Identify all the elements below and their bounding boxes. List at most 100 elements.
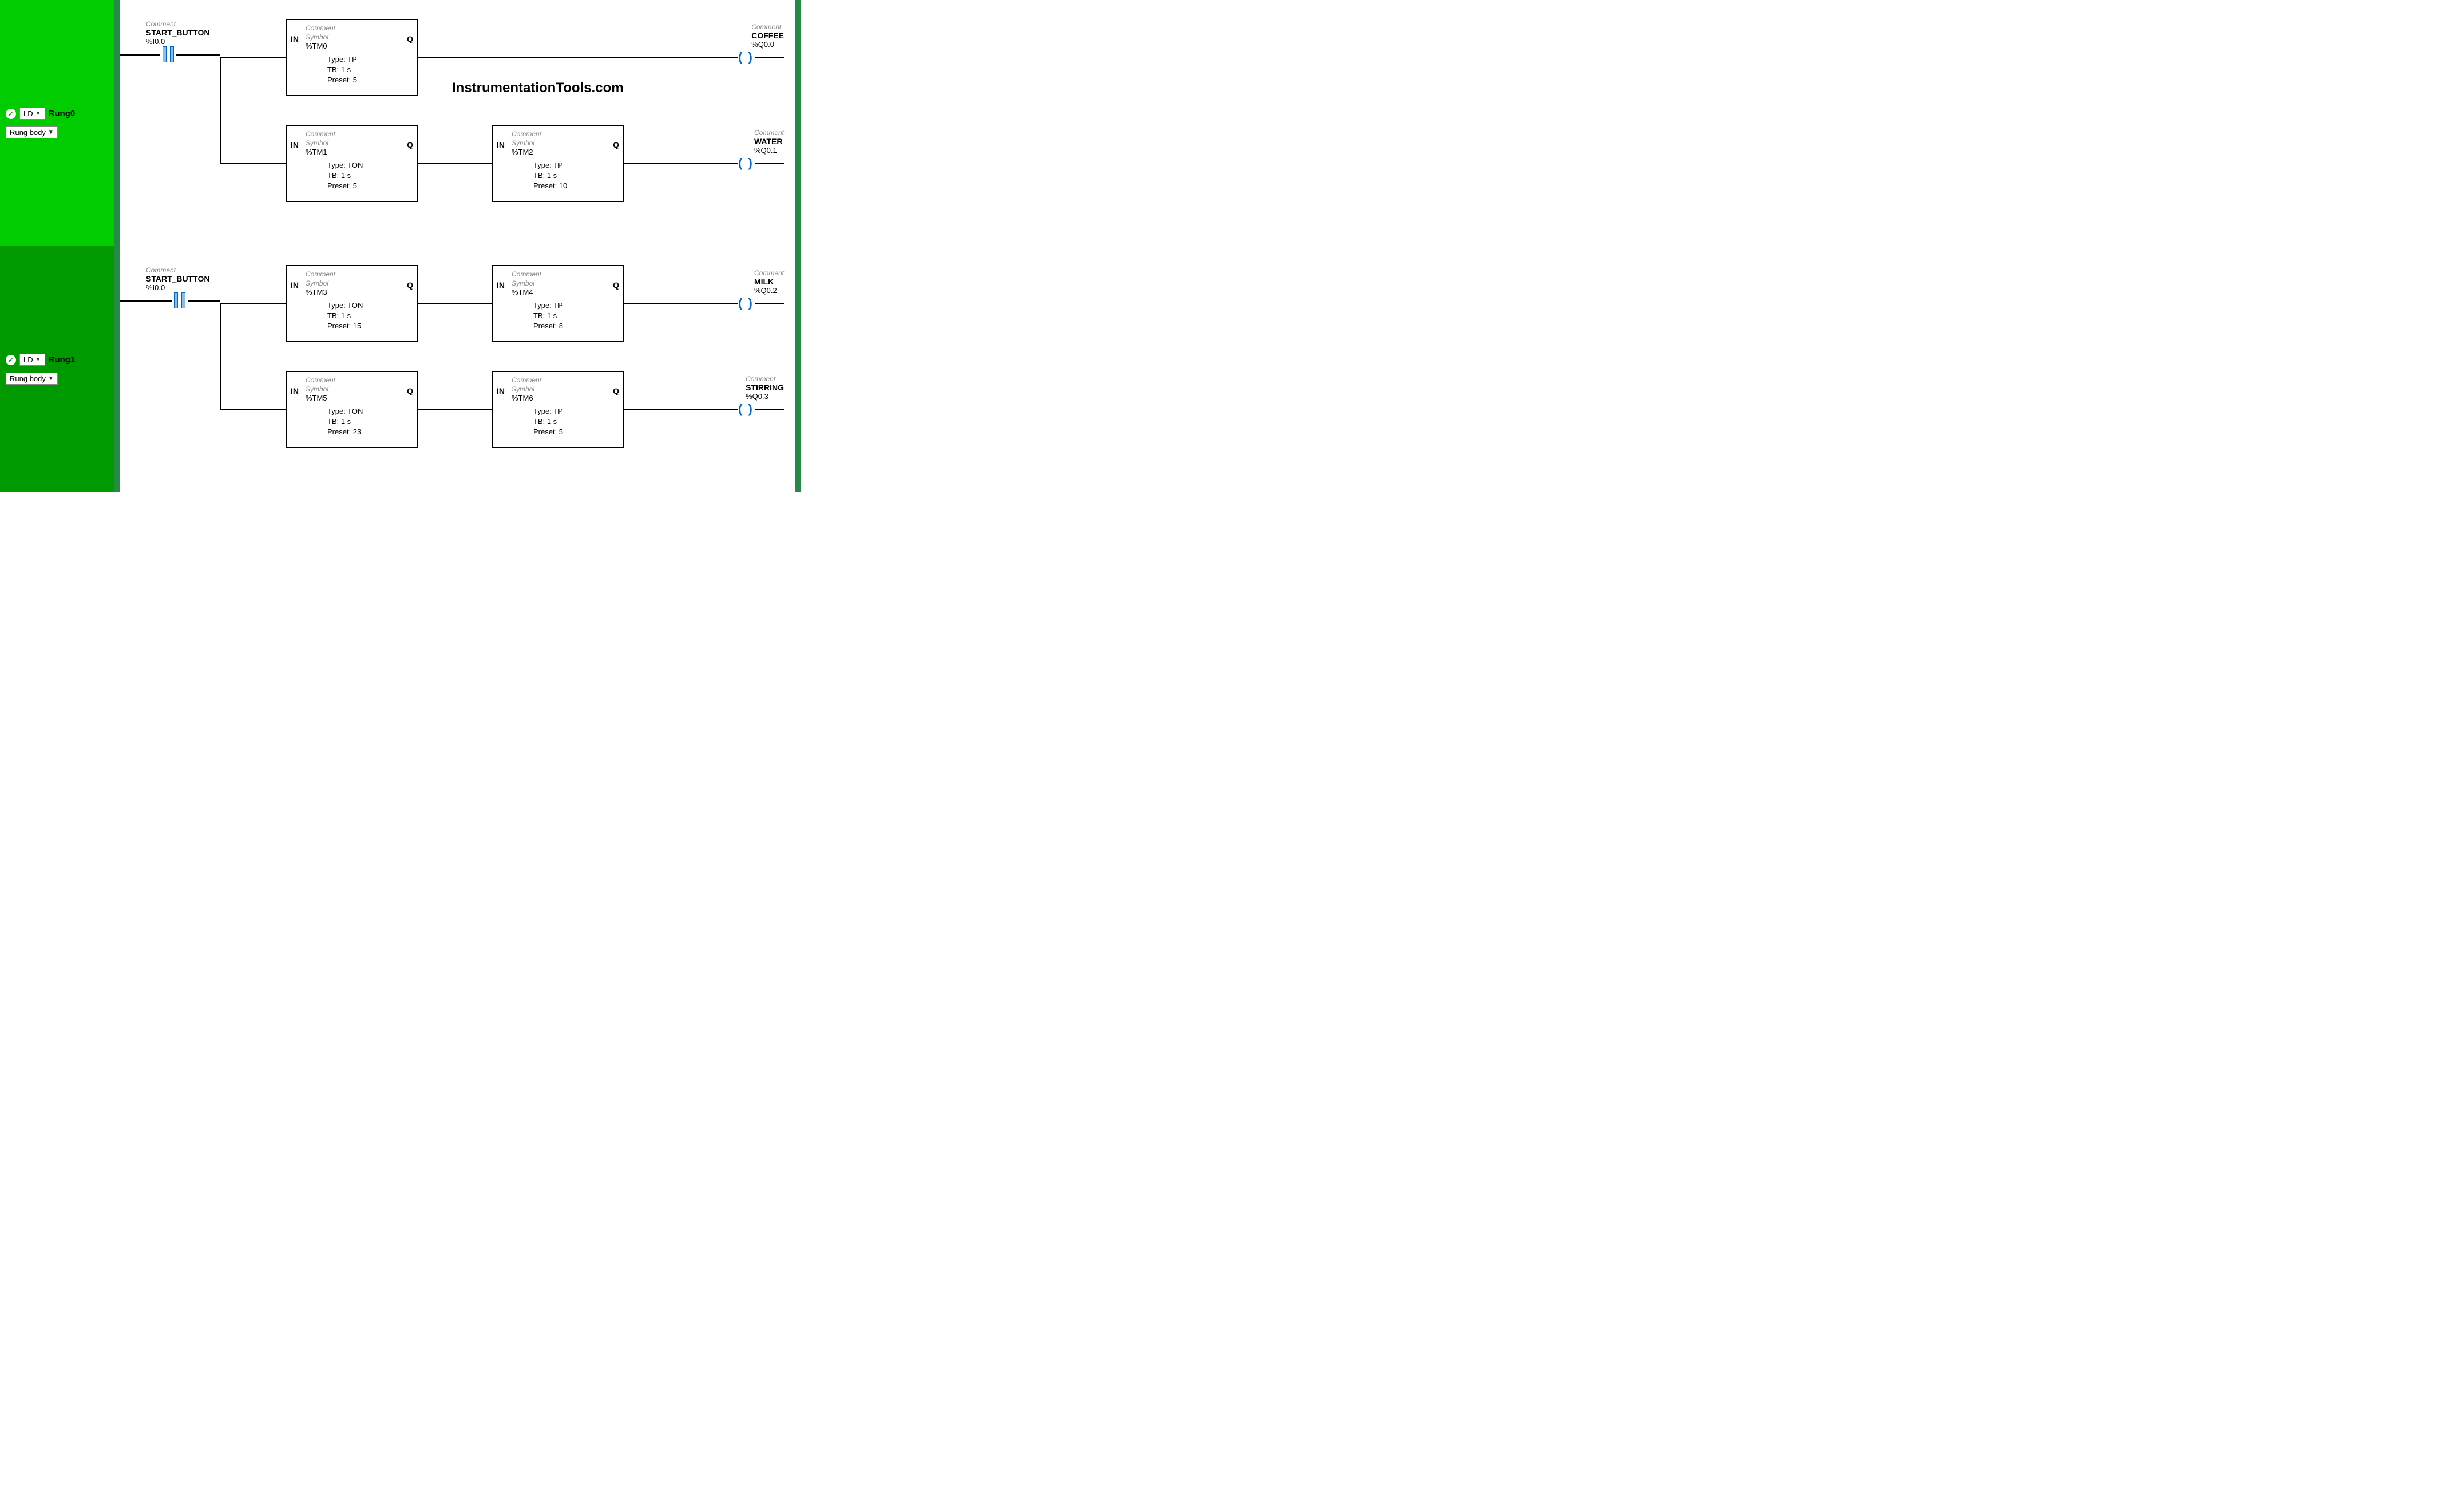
timer-block[interactable]: INQCommentSymbol%TM1Type: TONTB: 1 sPres…	[286, 125, 418, 202]
timer-params: Type: TPTB: 1 sPreset: 5	[327, 54, 357, 85]
comment-placeholder: Comment	[306, 129, 399, 138]
check-icon: ✓	[6, 109, 16, 119]
output-coil[interactable]: ( )	[738, 156, 754, 171]
right-power-rail	[795, 0, 801, 492]
in-pin: IN	[497, 280, 505, 290]
coil-address: %Q0.3	[746, 392, 768, 401]
contact-address: %I0.0	[146, 37, 209, 46]
wire	[220, 57, 286, 58]
timer-address: %TM5	[306, 394, 399, 403]
q-pin: Q	[407, 386, 413, 395]
rung0-area[interactable]: CommentSTART_BUTTON%I0.0INQCommentSymbol…	[120, 0, 795, 246]
timer-address: %TM0	[306, 42, 399, 51]
in-pin: IN	[291, 140, 299, 149]
rung1-name: Rung1	[49, 355, 76, 365]
timer-address: %TM2	[512, 148, 605, 157]
normally-open-contact[interactable]	[172, 293, 188, 308]
coil-address: %Q0.1	[754, 146, 777, 155]
symbol-placeholder: Symbol	[306, 33, 399, 42]
output-coil[interactable]: ( )	[738, 296, 754, 311]
contact-labels: CommentSTART_BUTTON%I0.0	[146, 266, 209, 292]
chevron-down-icon: ▼	[35, 110, 41, 117]
comment-placeholder: Comment	[512, 375, 605, 385]
comment-placeholder: Comment	[146, 266, 209, 274]
coil-name: STIRRING	[746, 383, 784, 392]
wire	[755, 57, 784, 58]
symbol-placeholder: Symbol	[512, 279, 605, 288]
comment-placeholder: Comment	[146, 20, 209, 28]
timer-address: %TM4	[512, 288, 605, 297]
wire	[220, 163, 286, 164]
timer-params: Type: TPTB: 1 sPreset: 5	[533, 406, 563, 437]
timer-params: Type: TPTB: 1 sPreset: 10	[533, 160, 567, 191]
rung-host: CommentSTART_BUTTON%I0.0INQCommentSymbol…	[114, 0, 801, 492]
in-pin: IN	[291, 280, 299, 290]
comment-placeholder: Comment	[754, 129, 784, 137]
timer-params: Type: TONTB: 1 sPreset: 5	[327, 160, 363, 191]
coil-address: %Q0.2	[754, 286, 777, 295]
rung1-area[interactable]: CommentSTART_BUTTON%I0.0INQCommentSymbol…	[120, 246, 795, 492]
rung-body-label: Rung body	[10, 128, 46, 137]
coil-address: %Q0.0	[751, 40, 774, 49]
ld-dropdown[interactable]: LD ▼	[19, 354, 45, 366]
wire	[418, 409, 492, 410]
in-pin: IN	[497, 386, 505, 395]
timer-block[interactable]: INQCommentSymbol%TM0Type: TPTB: 1 sPrese…	[286, 19, 418, 96]
coil-name: MILK	[754, 277, 774, 286]
timer-block[interactable]: INQCommentSymbol%TM5Type: TONTB: 1 sPres…	[286, 371, 418, 448]
q-pin: Q	[613, 280, 619, 290]
symbol-placeholder: Symbol	[306, 138, 399, 148]
rung1-side: ✓ LD ▼ Rung1 Rung body ▼	[0, 246, 114, 492]
timer-address: %TM1	[306, 148, 399, 157]
rung-body-dropdown[interactable]: Rung body ▼	[6, 373, 58, 385]
contact-name: START_BUTTON	[146, 28, 209, 37]
output-coil[interactable]: ( )	[738, 50, 754, 65]
output-coil[interactable]: ( )	[738, 402, 754, 417]
coil-name: WATER	[754, 137, 783, 146]
timer-block[interactable]: INQCommentSymbol%TM6Type: TPTB: 1 sPrese…	[492, 371, 624, 448]
chevron-down-icon: ▼	[48, 129, 54, 136]
comment-placeholder: Comment	[754, 269, 784, 277]
timer-params: Type: TONTB: 1 sPreset: 15	[327, 300, 363, 331]
coil-labels: CommentMILK%Q0.2	[754, 269, 784, 295]
timer-block[interactable]: INQCommentSymbol%TM3Type: TONTB: 1 sPres…	[286, 265, 418, 342]
coil-name: COFFEE	[751, 31, 784, 40]
normally-open-contact[interactable]	[160, 47, 176, 62]
contact-name: START_BUTTON	[146, 274, 209, 283]
wire	[176, 54, 220, 56]
plc-editor-canvas: ✓ LD ▼ Rung0 Rung body ▼ ✓ LD ▼ Rung1	[0, 0, 801, 492]
ld-label: LD	[23, 355, 33, 364]
wire	[418, 163, 492, 164]
in-pin: IN	[291, 386, 299, 395]
wire	[755, 163, 784, 164]
contact-address: %I0.0	[146, 283, 209, 292]
wire	[418, 57, 738, 58]
rung-body-label: Rung body	[10, 374, 46, 383]
q-pin: Q	[407, 34, 413, 43]
ld-label: LD	[23, 109, 33, 118]
rung0-side: ✓ LD ▼ Rung0 Rung body ▼	[0, 0, 114, 246]
timer-block[interactable]: INQCommentSymbol%TM2Type: TPTB: 1 sPrese…	[492, 125, 624, 202]
timer-params: Type: TPTB: 1 sPreset: 8	[533, 300, 563, 331]
rung1-header: ✓ LD ▼ Rung1	[6, 354, 75, 366]
comment-placeholder: Comment	[512, 270, 605, 279]
q-pin: Q	[613, 140, 619, 149]
rung-body-dropdown[interactable]: Rung body ▼	[6, 126, 58, 138]
ld-dropdown[interactable]: LD ▼	[19, 108, 45, 120]
coil-labels: CommentWATER%Q0.1	[754, 129, 784, 155]
wire	[220, 303, 221, 409]
check-icon: ✓	[6, 355, 16, 365]
coil-labels: CommentCOFFEE%Q0.0	[751, 23, 784, 49]
comment-placeholder: Comment	[746, 375, 775, 383]
timer-block[interactable]: IN Q CommentSymbol%TM4 Type: TPTB: 1 sPrese…	[492, 265, 624, 342]
comment-placeholder: Comment	[306, 375, 399, 385]
wire	[755, 409, 784, 410]
symbol-placeholder: Symbol	[306, 385, 399, 394]
symbol-placeholder: Symbol	[512, 138, 605, 148]
q-pin: Q	[407, 280, 413, 290]
ladder-editor: CommentSTART_BUTTON%I0.0INQCommentSymbol…	[114, 0, 801, 492]
q-pin: Q	[613, 386, 619, 395]
timer-address: %TM3	[306, 288, 399, 297]
chevron-down-icon: ▼	[48, 375, 54, 382]
wire	[624, 163, 738, 164]
